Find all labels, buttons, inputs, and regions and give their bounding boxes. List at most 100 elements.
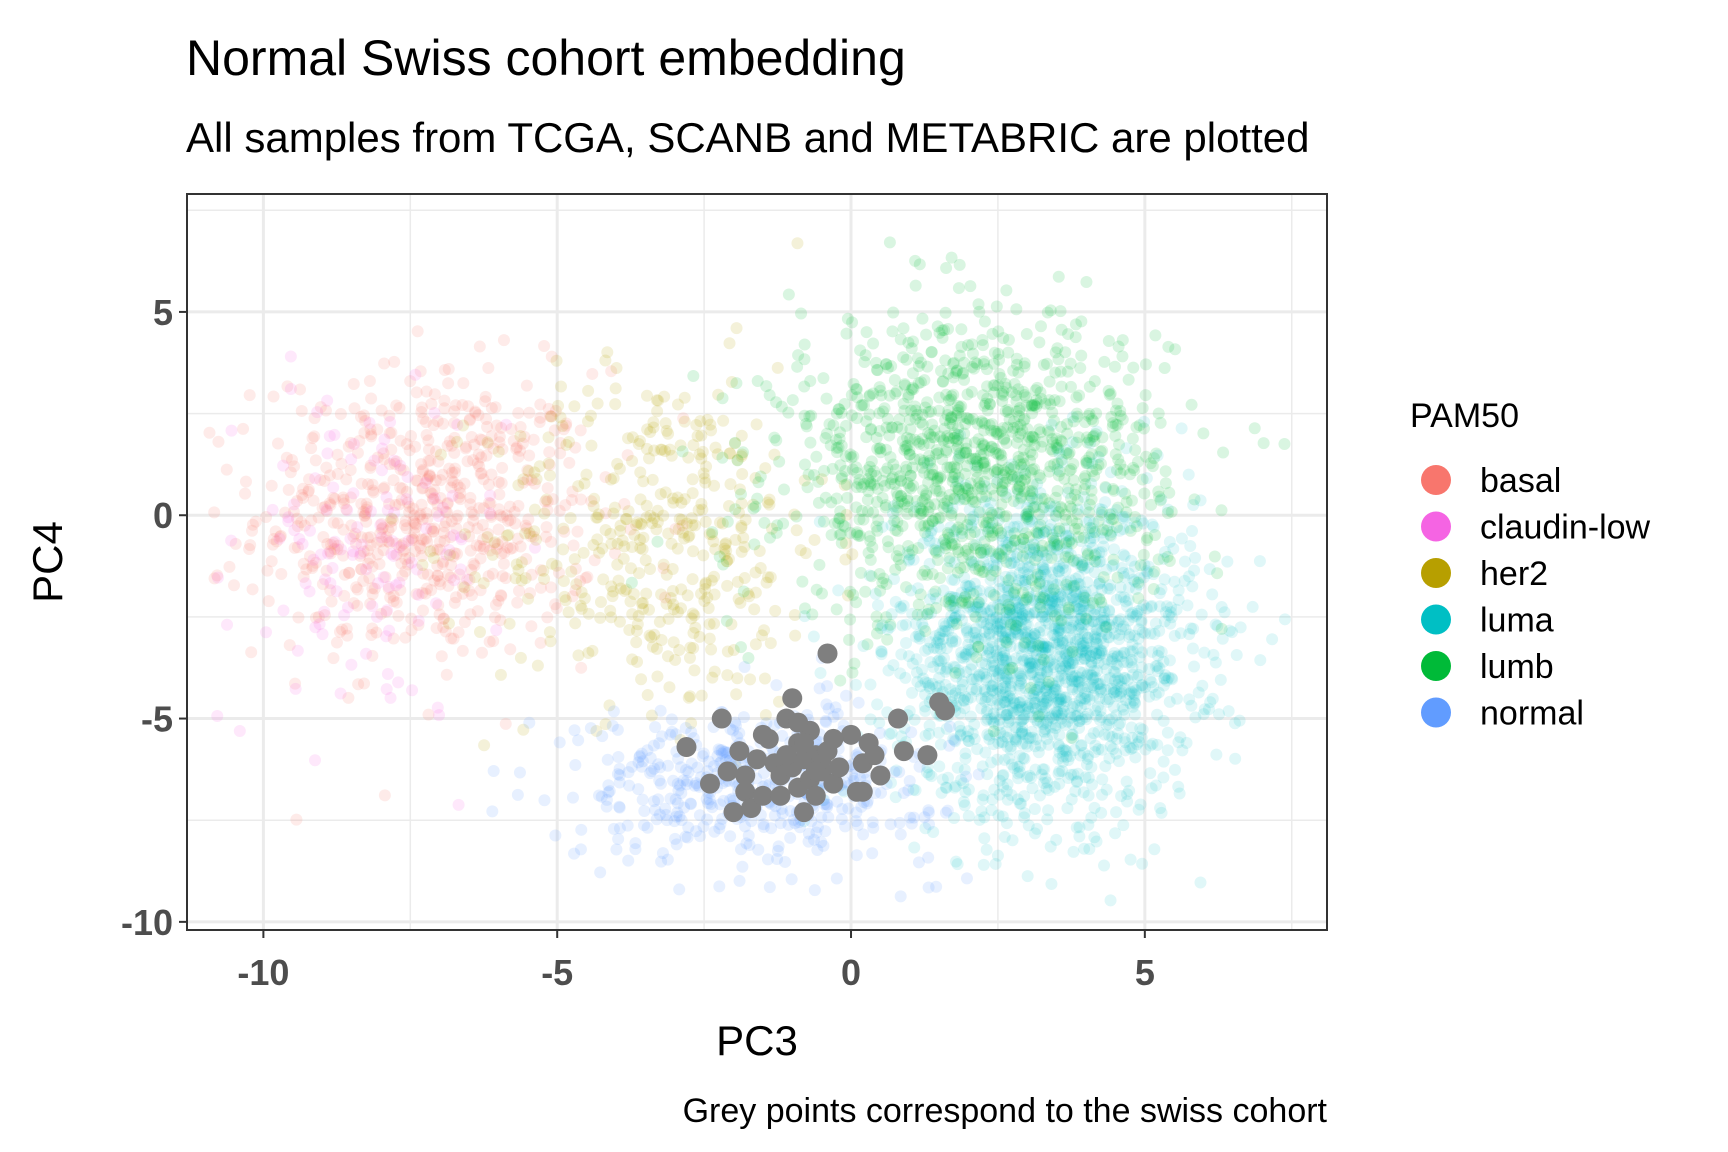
- data-point: [445, 632, 458, 645]
- data-point: [1094, 677, 1107, 690]
- data-point: [1066, 675, 1079, 688]
- data-point: [982, 522, 995, 535]
- data-point: [1044, 500, 1057, 513]
- data-point: [998, 654, 1011, 667]
- data-point: [1065, 669, 1078, 682]
- data-point: [409, 521, 422, 534]
- data-point: [1024, 641, 1037, 654]
- data-point: [769, 604, 782, 617]
- data-point: [521, 464, 534, 477]
- data-point: [400, 522, 413, 535]
- data-point: [1110, 521, 1123, 534]
- data-point: [959, 690, 972, 703]
- data-point: [724, 478, 737, 491]
- data-point: [393, 402, 406, 415]
- data-point: [942, 394, 955, 407]
- data-point: [949, 611, 962, 624]
- data-point: [1107, 558, 1120, 571]
- data-point: [557, 423, 570, 436]
- data-point: [1138, 487, 1151, 500]
- data-point: [1063, 657, 1076, 670]
- data-point: [618, 540, 631, 553]
- data-point: [292, 611, 305, 624]
- data-point: [1140, 565, 1153, 578]
- data-point: [999, 674, 1012, 687]
- data-point: [965, 645, 978, 658]
- data-point: [420, 385, 433, 398]
- data-point: [884, 618, 897, 631]
- data-point: [1140, 534, 1153, 547]
- data-point: [712, 388, 725, 401]
- data-point: [984, 604, 997, 617]
- data-point: [1058, 691, 1071, 704]
- data-point: [1117, 819, 1130, 832]
- data-point: [358, 426, 371, 439]
- data-point: [628, 528, 641, 541]
- data-point: [978, 832, 991, 845]
- data-point: [1151, 449, 1164, 462]
- data-point: [987, 589, 1000, 602]
- data-point: [686, 473, 699, 486]
- data-point: [361, 501, 374, 514]
- data-point: [1052, 564, 1065, 577]
- data-point: [1007, 706, 1020, 719]
- data-point: [948, 460, 961, 473]
- data-point: [390, 579, 403, 592]
- data-point: [1060, 691, 1073, 704]
- y-tick-label: 5: [153, 292, 173, 333]
- data-point: [720, 555, 733, 568]
- data-point: [314, 401, 327, 414]
- data-point: [212, 435, 225, 448]
- data-point: [350, 581, 363, 594]
- data-point: [1138, 415, 1151, 428]
- data-point: [528, 525, 541, 538]
- data-point: [1022, 607, 1035, 620]
- data-point: [1157, 771, 1170, 784]
- data-point: [952, 521, 965, 534]
- data-point: [1003, 714, 1016, 727]
- data-point: [275, 567, 288, 580]
- data-point: [1034, 320, 1047, 333]
- data-point: [1082, 561, 1095, 574]
- data-point: [303, 585, 316, 598]
- data-point: [737, 531, 750, 544]
- data-point: [1068, 488, 1081, 501]
- data-point: [1019, 631, 1032, 644]
- data-point: [331, 517, 344, 530]
- data-point: [1054, 500, 1067, 513]
- data-point: [484, 497, 497, 510]
- data-point: [945, 573, 958, 586]
- data-point: [997, 695, 1010, 708]
- data-point: [894, 667, 907, 680]
- data-point: [1119, 510, 1132, 523]
- data-point: [866, 816, 879, 829]
- data-point: [477, 473, 490, 486]
- data-point: [417, 567, 430, 580]
- data-point: [360, 647, 373, 660]
- data-point: [935, 786, 948, 799]
- data-point: [624, 523, 637, 536]
- data-point: [1071, 508, 1084, 521]
- data-point: [1057, 700, 1070, 713]
- data-point: [1074, 638, 1087, 651]
- data-point: [635, 518, 648, 531]
- data-point: [1064, 768, 1077, 781]
- data-point: [997, 667, 1010, 680]
- data-point: [667, 603, 680, 616]
- data-point: [1075, 603, 1088, 616]
- data-point: [820, 392, 833, 405]
- data-point: [463, 584, 476, 597]
- data-point: [981, 712, 994, 725]
- data-point: [1050, 649, 1063, 662]
- swiss-cohort-point: [917, 745, 938, 766]
- data-point: [982, 643, 995, 656]
- data-point: [1087, 608, 1100, 621]
- data-point: [445, 439, 458, 452]
- data-point: [1037, 501, 1050, 514]
- data-point: [394, 459, 407, 472]
- data-point: [1120, 600, 1133, 613]
- data-point: [1028, 628, 1041, 641]
- data-point: [901, 492, 914, 505]
- data-point: [1026, 731, 1039, 744]
- data-point: [1113, 628, 1126, 641]
